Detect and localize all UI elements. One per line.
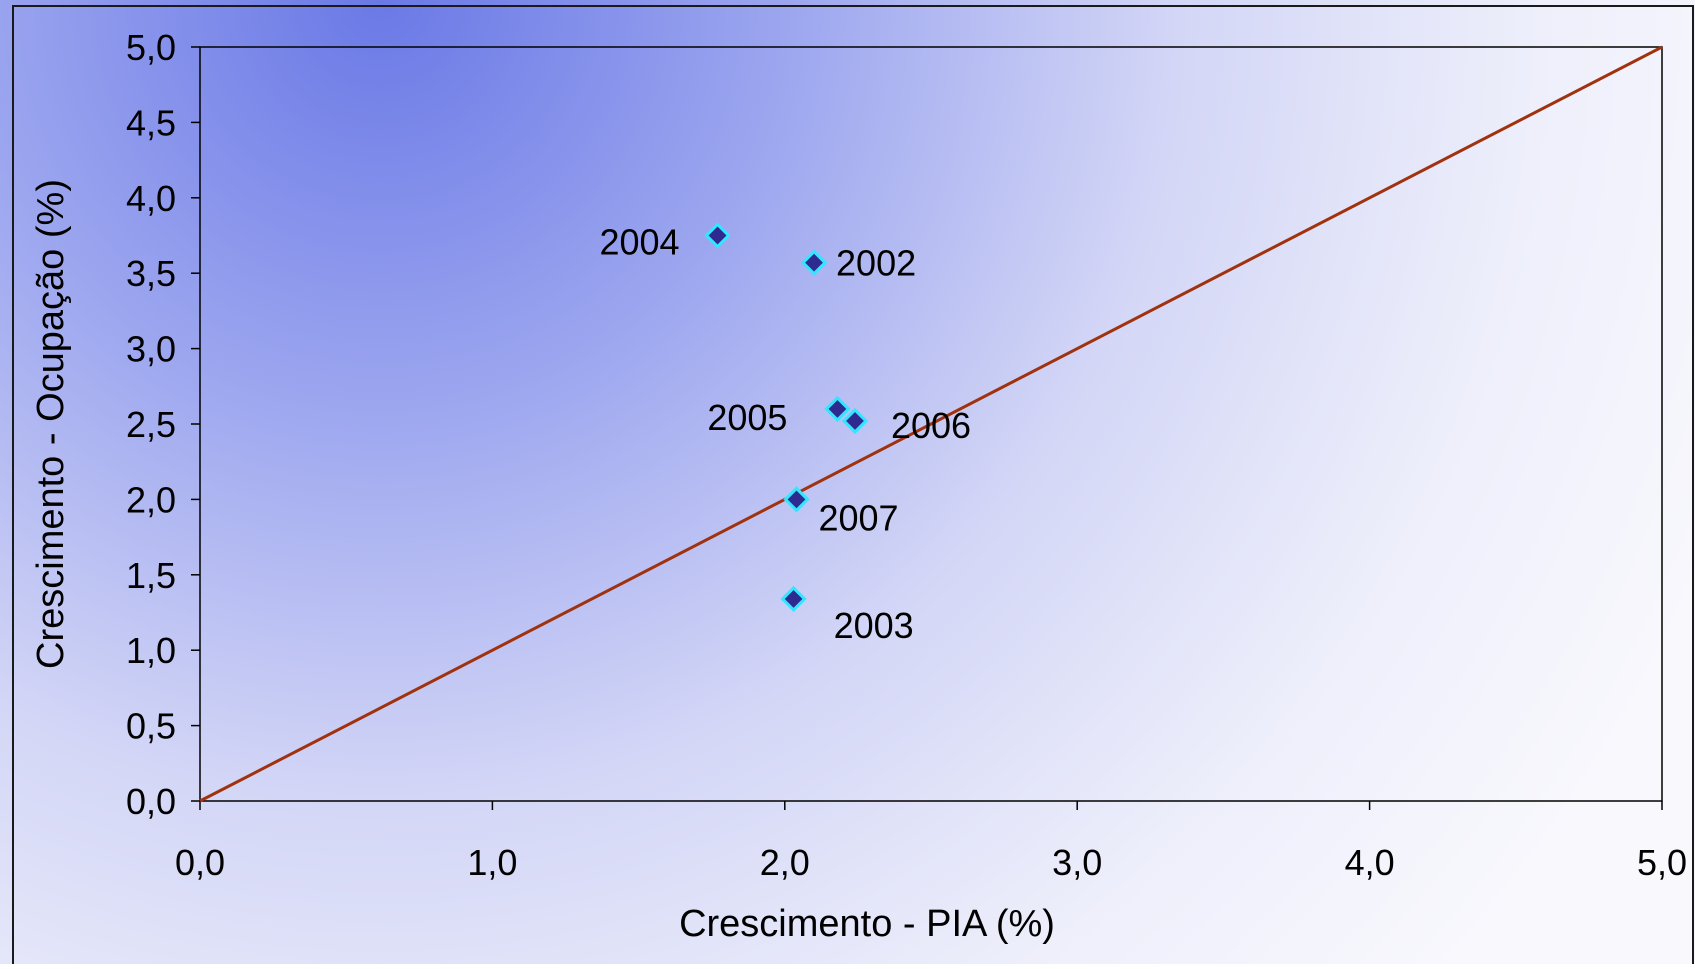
y-axis-label: Crescimento - Ocupação (%) (30, 179, 72, 669)
x-tick-label: 2,0 (760, 842, 810, 883)
data-label-2005: 2005 (707, 397, 787, 438)
x-tick-label: 5,0 (1637, 842, 1687, 883)
data-label-2006: 2006 (891, 405, 971, 446)
data-point-2003 (780, 585, 807, 613)
data-label-2004: 2004 (599, 222, 679, 263)
y-tick-label: 1,5 (126, 555, 176, 596)
data-label-2002: 2002 (836, 243, 916, 284)
y-tick-label: 3,0 (126, 329, 176, 370)
data-label-2007: 2007 (818, 497, 898, 538)
data-point-2007 (783, 486, 810, 513)
y-tick-label: 5,0 (126, 27, 176, 68)
x-tick-label: 1,0 (467, 842, 517, 883)
x-tick-label: 0,0 (175, 842, 225, 883)
reference-line (199, 45, 1663, 803)
y-tick-label: 2,0 (126, 479, 176, 520)
data-points: 2002 2003 2004 2005 2006 2007 (599, 222, 971, 646)
y-tick-label: 1,0 (126, 630, 176, 671)
data-point-2005 (824, 395, 851, 423)
data-point-2006 (841, 407, 869, 435)
x-axis-ticks: 0,0 1,0 2,0 3,0 4,0 5,0 (175, 801, 1687, 883)
data-point-2004 (704, 222, 731, 249)
data-label-2003: 2003 (834, 605, 914, 646)
x-tick-label: 3,0 (1052, 842, 1102, 883)
y-axis-ticks: 0,0 0,5 1,0 1,5 2,0 2,5 3,0 3,5 4,0 4,5 5,0 (126, 27, 200, 822)
y-tick-label: 0,0 (126, 781, 176, 822)
y-tick-label: 3,5 (126, 253, 176, 294)
y-tick-label: 4,5 (126, 102, 176, 143)
data-point-2002 (800, 249, 828, 276)
x-tick-label: 4,0 (1345, 842, 1395, 883)
y-tick-label: 0,5 (126, 706, 176, 747)
y-tick-label: 2,5 (126, 404, 176, 445)
y-tick-label: 4,0 (126, 178, 176, 219)
x-axis-label: Crescimento - PIA (%) (679, 903, 1055, 945)
